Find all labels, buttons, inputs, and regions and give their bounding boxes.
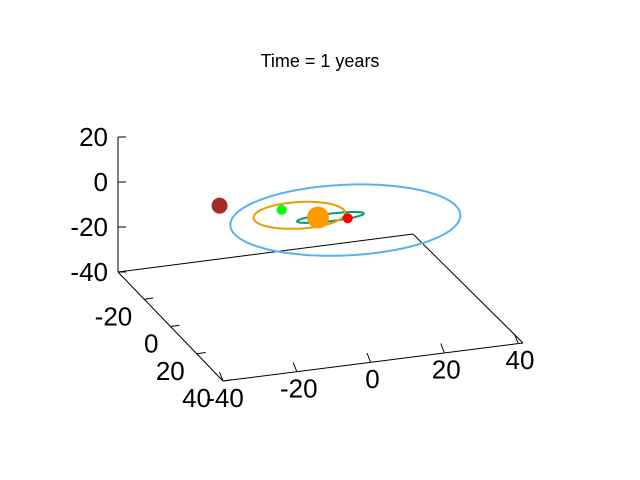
base-back-edge bbox=[117, 233, 414, 273]
x-tick-mark bbox=[514, 333, 519, 344]
x-tick-label: 20 bbox=[432, 355, 461, 385]
y-tick-mark bbox=[144, 297, 154, 300]
z-tick-label: -20 bbox=[70, 212, 108, 242]
y-tick-mark bbox=[196, 352, 206, 355]
y-tick-label: 40 bbox=[182, 383, 211, 413]
x-axis-ticks: -40 -20 0 20 40 bbox=[206, 333, 535, 413]
y-tick-mark bbox=[170, 324, 180, 327]
y-tick-label: 0 bbox=[144, 329, 158, 359]
y-tick-label: -20 bbox=[95, 301, 133, 331]
x-tick-mark bbox=[219, 371, 224, 382]
z-tick-label: 0 bbox=[94, 167, 108, 197]
planet-marker-1 bbox=[342, 213, 353, 224]
z-tick-label: 20 bbox=[79, 122, 108, 152]
z-tick-label: -40 bbox=[70, 257, 108, 287]
planet-markers bbox=[211, 197, 353, 229]
axes-frame bbox=[117, 137, 524, 382]
planet-marker-0 bbox=[307, 206, 329, 229]
x-tick-label: 40 bbox=[506, 345, 535, 375]
x-tick-label: 0 bbox=[365, 364, 379, 394]
planet-marker-3 bbox=[211, 197, 228, 214]
y-tick-label: 20 bbox=[156, 356, 185, 386]
z-axis-ticks: -40 -20 0 20 bbox=[70, 122, 126, 287]
x-tick-label: -20 bbox=[280, 374, 318, 404]
chart-title: Time = 1 years bbox=[261, 51, 380, 71]
base-front-edge bbox=[222, 342, 524, 382]
orbit-path-1 bbox=[252, 200, 347, 230]
orbit-path-2 bbox=[229, 183, 462, 257]
x-tick-mark bbox=[366, 352, 371, 363]
y-tick-mark bbox=[222, 379, 233, 382]
base-right-edge bbox=[412, 233, 524, 344]
planet-marker-2 bbox=[276, 204, 287, 215]
x-tick-mark bbox=[292, 362, 298, 372]
x-tick-label: -40 bbox=[206, 383, 244, 413]
x-tick-mark bbox=[440, 343, 445, 353]
